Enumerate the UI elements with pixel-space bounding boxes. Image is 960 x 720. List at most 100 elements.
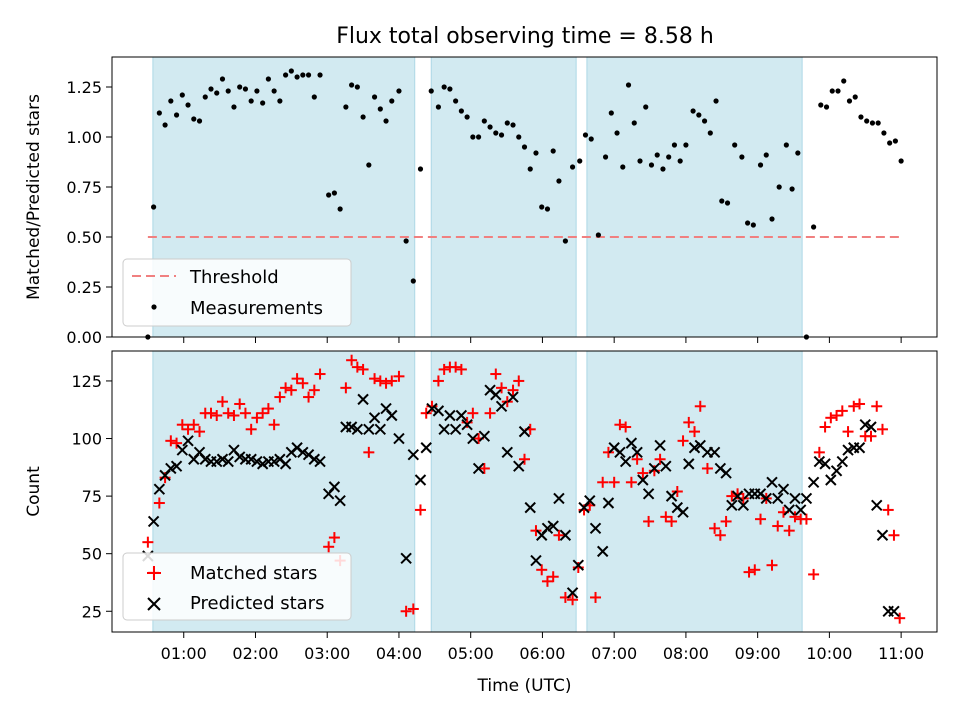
- predicted-star-point: [772, 492, 784, 505]
- ratio-shaded-intervals: [152, 56, 803, 338]
- measurement-point: [248, 98, 254, 104]
- matched-star-point: [637, 467, 649, 479]
- measurement-point: [435, 104, 442, 110]
- predicted-star-point: [518, 425, 531, 438]
- measurement-point: [337, 206, 343, 212]
- measurement-point: [196, 118, 203, 124]
- predicted-star-points: [142, 384, 900, 617]
- predicted-star-point: [363, 423, 375, 436]
- matched-star-point: [819, 421, 831, 433]
- matched-star-point: [720, 515, 732, 527]
- measurement-point: [666, 154, 672, 160]
- y-tick-label: 125: [71, 372, 102, 391]
- chart-title: Flux total observing time = 8.58 h: [336, 24, 714, 49]
- measurement-point: [556, 178, 562, 184]
- legend-matched-label: Matched stars: [190, 563, 317, 584]
- measurement-point: [403, 238, 409, 244]
- measurement-point: [732, 142, 738, 148]
- measurement-point: [283, 72, 289, 78]
- measurement-point: [311, 94, 317, 100]
- matched-star-point: [800, 513, 812, 525]
- predicted-star-point: [547, 520, 559, 532]
- matched-star-point: [363, 446, 375, 458]
- measurement-point: [539, 204, 545, 210]
- matched-star-point: [501, 396, 513, 408]
- predicted-star-point: [584, 495, 596, 507]
- measurement-point: [776, 184, 782, 190]
- x-tick-label: 09:00: [735, 644, 781, 663]
- matched-star-point: [709, 522, 721, 534]
- y-tick-label: 1.25: [66, 78, 102, 97]
- matched-star-point: [351, 361, 363, 373]
- ratio-panel: 0.00 0.25 0.50 0.75 1.00 1.25 Matched/Predict…: [24, 56, 938, 347]
- measurement-point: [202, 94, 208, 100]
- measurement-point: [317, 72, 323, 78]
- predicted-star-point: [222, 455, 234, 468]
- measurement-point: [852, 94, 858, 100]
- measurement-point: [713, 98, 719, 104]
- matched-star-point: [871, 400, 883, 412]
- matched-star-point: [813, 446, 825, 458]
- matched-star-point: [755, 513, 767, 525]
- measurement-point: [602, 154, 609, 160]
- predicted-star-point: [553, 492, 565, 505]
- measurement-point: [614, 130, 620, 136]
- predicted-star-point: [182, 435, 194, 447]
- measurement-point: [271, 88, 277, 94]
- measurement-point: [631, 120, 637, 126]
- measurement-point: [366, 162, 372, 168]
- measurement-point: [191, 116, 197, 122]
- matched-star-point: [165, 435, 177, 447]
- measurement-point: [510, 122, 516, 128]
- measurement-point: [225, 88, 231, 94]
- measurement-point: [841, 78, 847, 84]
- measurement-point: [811, 224, 817, 230]
- measurement-point: [719, 198, 725, 204]
- matched-star-point: [234, 398, 246, 410]
- measurement-point: [595, 232, 601, 238]
- measurement-point: [343, 104, 349, 110]
- measurement-point: [237, 84, 243, 90]
- matched-star-point: [308, 384, 320, 396]
- predicted-star-point: [760, 492, 772, 505]
- predicted-star-point: [495, 400, 508, 412]
- shaded-interval-2: [430, 350, 577, 633]
- matched-star-point: [536, 564, 548, 576]
- matched-star-point: [374, 375, 386, 387]
- y-tick-label: 1.00: [66, 128, 102, 147]
- count-x-axis: 01:00 02:00 03:00 04:00 05:00 06:00 07:00 08:00…: [161, 632, 924, 663]
- measurement-point: [179, 92, 185, 98]
- predicted-star-point: [836, 455, 849, 468]
- measurement-point: [389, 98, 395, 104]
- matched-star-point: [407, 603, 419, 615]
- predicted-star-point: [524, 501, 536, 514]
- predicted-star-point: [807, 476, 820, 488]
- predicted-star-point: [472, 462, 485, 475]
- matched-star-point: [567, 594, 579, 606]
- matched-star-point: [614, 419, 626, 431]
- predicted-star-point: [654, 439, 666, 452]
- matched-star-point: [380, 377, 392, 389]
- predicted-star-point: [830, 465, 843, 477]
- predicted-star-point: [314, 455, 326, 468]
- measurement-point: [516, 134, 522, 140]
- measurement-point: [277, 98, 283, 104]
- matched-star-point: [153, 497, 165, 509]
- matched-star-point: [496, 382, 508, 394]
- measurement-point: [360, 114, 366, 120]
- measurement-point: [458, 108, 464, 114]
- measurement-point: [533, 150, 539, 156]
- matched-star-point: [766, 559, 778, 571]
- count-x-label: Time (UTC): [477, 676, 572, 696]
- predicted-star-point: [777, 483, 790, 495]
- matched-star-point: [251, 412, 263, 424]
- predicted-star-point: [660, 460, 672, 472]
- predicted-star-point: [328, 481, 341, 493]
- predicted-star-point: [572, 559, 585, 571]
- measurement-point: [396, 88, 402, 94]
- matched-star-point: [541, 575, 553, 587]
- matched-star-point: [854, 398, 866, 410]
- predicted-star-point: [414, 474, 427, 486]
- x-tick-label: 11:00: [878, 644, 924, 663]
- predicted-star-point: [393, 432, 405, 445]
